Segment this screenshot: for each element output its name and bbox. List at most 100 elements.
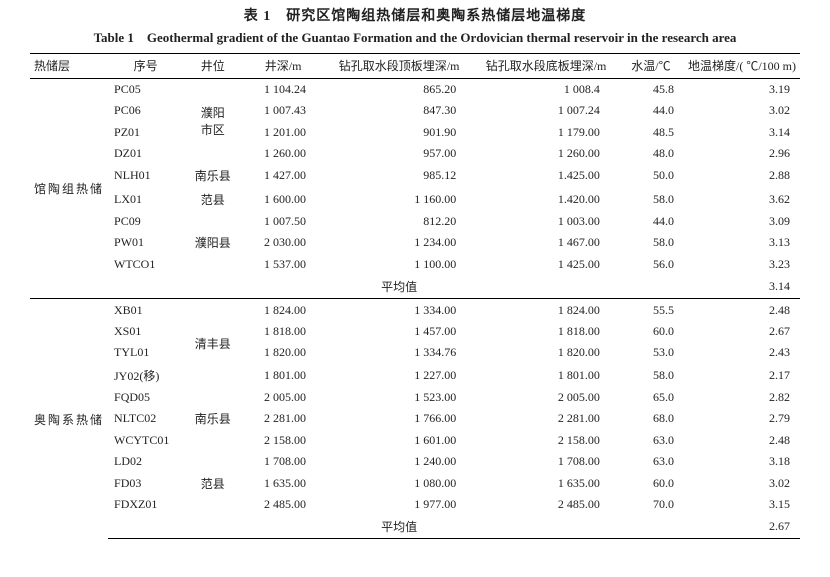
well-depth: 1 824.00 [242, 299, 324, 321]
water-temp: 70.0 [618, 494, 684, 515]
top-depth: 1 234.00 [324, 232, 474, 253]
well-depth: 2 158.00 [242, 430, 324, 451]
average-label: 平均值 [324, 515, 474, 539]
empty [242, 275, 324, 299]
well-depth: 1 635.00 [242, 472, 324, 493]
top-depth: 1 766.00 [324, 408, 474, 429]
well-seq: LD02 [108, 451, 183, 472]
col-header-3: 井深/m [242, 54, 324, 78]
well-depth: 1 818.00 [242, 321, 324, 342]
top-depth: 1 523.00 [324, 387, 474, 408]
bottom-depth: 1 425.00 [474, 254, 618, 275]
top-depth: 1 334.00 [324, 299, 474, 321]
top-depth: 865.20 [324, 78, 474, 100]
bottom-depth: 1 467.00 [474, 232, 618, 253]
geo-gradient: 2.17 [684, 363, 800, 386]
geo-gradient: 3.13 [684, 232, 800, 253]
top-depth: 1 160.00 [324, 187, 474, 210]
bottom-depth: 1 260.00 [474, 143, 618, 164]
bottom-depth: 1 824.00 [474, 299, 618, 321]
geo-gradient: 2.79 [684, 408, 800, 429]
well-seq: TYL01 [108, 342, 183, 363]
well-seq: NLTC02 [108, 408, 183, 429]
well-location: 南乐县 [183, 387, 242, 451]
well-seq: FD03 [108, 472, 183, 493]
well-depth: 2 030.00 [242, 232, 324, 253]
well-seq: PW01 [108, 232, 183, 253]
water-temp: 60.0 [618, 472, 684, 493]
well-seq: XB01 [108, 299, 183, 321]
col-header-6: 水温/℃ [618, 54, 684, 78]
table-caption-cn: 表 1 研究区馆陶组热储层和奥陶系热储层地温梯度 [30, 6, 800, 28]
bottom-depth: 1.420.00 [474, 187, 618, 210]
geo-gradient: 3.02 [684, 472, 800, 493]
well-depth: 1 600.00 [242, 187, 324, 210]
water-temp: 63.0 [618, 451, 684, 472]
water-temp: 63.0 [618, 430, 684, 451]
col-header-4: 钻孔取水段顶板埋深/m [324, 54, 474, 78]
well-seq: LX01 [108, 187, 183, 210]
bottom-depth: 1.425.00 [474, 164, 618, 187]
empty [474, 275, 618, 299]
water-temp: 60.0 [618, 321, 684, 342]
col-header-0: 热储层 [30, 54, 108, 78]
well-location: 濮阳县 [183, 211, 242, 275]
average-gradient: 2.67 [684, 515, 800, 539]
well-seq: DZ01 [108, 143, 183, 164]
bottom-depth: 2 158.00 [474, 430, 618, 451]
col-header-2: 井位 [183, 54, 242, 78]
geo-gradient: 3.02 [684, 100, 800, 121]
geo-gradient: 3.19 [684, 78, 800, 100]
well-depth: 1 201.00 [242, 121, 324, 142]
geo-gradient: 2.96 [684, 143, 800, 164]
average-label: 平均值 [324, 275, 474, 299]
well-seq: JY02(移) [108, 363, 183, 386]
geo-gradient: 2.82 [684, 387, 800, 408]
bottom-depth: 1 801.00 [474, 363, 618, 386]
well-location: 范县 [183, 187, 242, 210]
well-depth: 1 427.00 [242, 164, 324, 187]
col-header-1: 序号 [108, 54, 183, 78]
bottom-depth: 1 008.4 [474, 78, 618, 100]
well-depth: 2 485.00 [242, 494, 324, 515]
bottom-depth: 1 635.00 [474, 472, 618, 493]
geo-gradient: 3.15 [684, 494, 800, 515]
empty [474, 515, 618, 539]
geo-gradient: 3.23 [684, 254, 800, 275]
well-location: 濮阳市区 [183, 78, 242, 164]
well-depth: 2 281.00 [242, 408, 324, 429]
top-depth: 1 080.00 [324, 472, 474, 493]
bottom-depth: 1 820.00 [474, 342, 618, 363]
top-depth: 1 601.00 [324, 430, 474, 451]
geo-gradient: 2.48 [684, 430, 800, 451]
geo-gradient: 3.18 [684, 451, 800, 472]
well-depth: 1 537.00 [242, 254, 324, 275]
top-depth: 812.20 [324, 211, 474, 232]
empty [108, 515, 183, 539]
well-depth: 1 260.00 [242, 143, 324, 164]
well-seq: PC06 [108, 100, 183, 121]
top-depth: 1 334.76 [324, 342, 474, 363]
top-depth: 1 457.00 [324, 321, 474, 342]
geo-gradient: 3.62 [684, 187, 800, 210]
water-temp: 50.0 [618, 164, 684, 187]
well-depth: 1 104.24 [242, 78, 324, 100]
empty [618, 275, 684, 299]
well-seq: WTCO1 [108, 254, 183, 275]
well-location: 范县 [183, 451, 242, 515]
top-depth: 1 977.00 [324, 494, 474, 515]
top-depth: 847.30 [324, 100, 474, 121]
col-header-7: 地温梯度/( ℃/100 m) [684, 54, 800, 78]
bottom-depth: 1 007.24 [474, 100, 618, 121]
well-depth: 1 708.00 [242, 451, 324, 472]
well-seq: NLH01 [108, 164, 183, 187]
top-depth: 1 227.00 [324, 363, 474, 386]
average-gradient: 3.14 [684, 275, 800, 299]
well-depth: 1 007.50 [242, 211, 324, 232]
water-temp: 65.0 [618, 387, 684, 408]
water-temp: 48.0 [618, 143, 684, 164]
top-depth: 1 100.00 [324, 254, 474, 275]
geo-gradient: 3.09 [684, 211, 800, 232]
well-depth: 2 005.00 [242, 387, 324, 408]
bottom-depth: 1 003.00 [474, 211, 618, 232]
